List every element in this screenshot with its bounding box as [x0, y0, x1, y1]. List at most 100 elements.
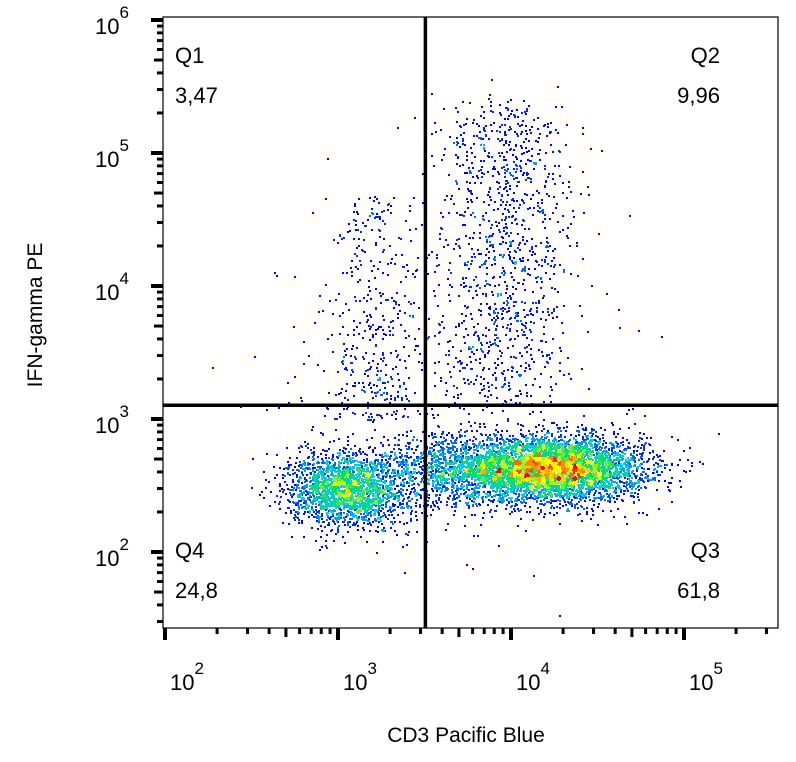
event-dot [657, 463, 659, 465]
event-dot [570, 501, 572, 503]
event-dot [627, 474, 629, 476]
event-dot [463, 445, 465, 447]
event-dot [625, 472, 627, 474]
event-dot [526, 444, 528, 446]
event-dot [567, 501, 569, 503]
event-dot [540, 438, 542, 440]
event-dot [591, 454, 593, 456]
event-dot [572, 474, 574, 476]
event-dot [582, 448, 584, 450]
event-dot [495, 434, 497, 436]
event-dot [556, 441, 558, 443]
event-dot [581, 486, 583, 488]
event-dot [689, 447, 691, 449]
event-dot [551, 451, 553, 453]
event-dot [597, 524, 599, 526]
event-dot [575, 459, 577, 461]
event-dot [544, 434, 546, 436]
event-dot [580, 445, 582, 447]
event-dot [538, 444, 540, 446]
event-dot [626, 481, 628, 483]
event-dot [473, 449, 475, 451]
event-dot [575, 495, 577, 497]
event-dot [526, 454, 528, 456]
event-dot [637, 446, 639, 448]
event-dot [493, 490, 495, 492]
event-dot [616, 477, 618, 479]
event-dot [557, 490, 559, 492]
event-dot [640, 474, 642, 476]
event-dot [551, 433, 553, 435]
event-dot [570, 447, 572, 449]
event-dot [558, 440, 560, 442]
event-dot [643, 433, 645, 435]
event-dot [606, 467, 608, 469]
event-dot [565, 430, 567, 432]
event-dot [593, 469, 595, 471]
event-dot [547, 454, 549, 456]
event-dot [487, 504, 489, 506]
event-dot [633, 452, 635, 454]
event-dot [458, 431, 460, 433]
event-dot [629, 447, 631, 449]
event-dot [532, 473, 534, 475]
event-dot [535, 443, 537, 445]
event-dot [516, 483, 518, 485]
event-dot [617, 443, 619, 445]
event-dot [609, 493, 611, 495]
event-dot [536, 500, 538, 502]
event-dot [659, 474, 661, 476]
event-dot [536, 477, 538, 479]
event-dot [629, 485, 631, 487]
event-dot [583, 415, 585, 417]
event-dot [500, 497, 502, 499]
event-dot [566, 482, 568, 484]
event-dot [519, 448, 521, 450]
event-dot [610, 479, 612, 481]
event-dot [616, 471, 618, 473]
event-dot [435, 471, 437, 473]
event-dot [538, 455, 540, 457]
event-dot [570, 434, 572, 436]
event-dot [547, 482, 549, 484]
event-dot [553, 514, 555, 516]
event-dot [448, 482, 450, 484]
event-dot [604, 483, 606, 485]
event-dot [624, 453, 626, 455]
event-dot [539, 503, 541, 505]
event-dot [582, 474, 584, 476]
event-dot [571, 503, 573, 505]
event-dot [595, 486, 597, 488]
event-dot [489, 454, 491, 456]
event-dot [641, 444, 643, 446]
event-dot [499, 492, 501, 494]
event-dot [540, 470, 542, 472]
event-dot [503, 477, 505, 479]
event-dot [638, 459, 640, 461]
event-dot [648, 458, 650, 460]
event-dot [518, 493, 520, 495]
event-dot [588, 468, 590, 470]
event-dot [590, 467, 592, 469]
event-dot [616, 495, 618, 497]
event-dot [633, 473, 635, 475]
event-dot [525, 472, 527, 474]
event-dot [643, 461, 645, 463]
event-dot [611, 467, 613, 469]
event-dot [525, 530, 527, 532]
event-dot [580, 452, 582, 454]
event-dot [529, 485, 531, 487]
event-dot [537, 446, 539, 448]
event-dot [541, 436, 543, 438]
event-dot [441, 484, 443, 486]
event-dot [554, 467, 556, 469]
event-dot [622, 441, 624, 443]
event-dot [591, 508, 593, 510]
event-dot [568, 447, 570, 449]
event-dot [558, 487, 560, 489]
event-dot [526, 494, 528, 496]
event-dot [582, 497, 584, 499]
event-dot [464, 431, 466, 433]
event-dot [568, 471, 570, 473]
event-dot [544, 452, 546, 454]
